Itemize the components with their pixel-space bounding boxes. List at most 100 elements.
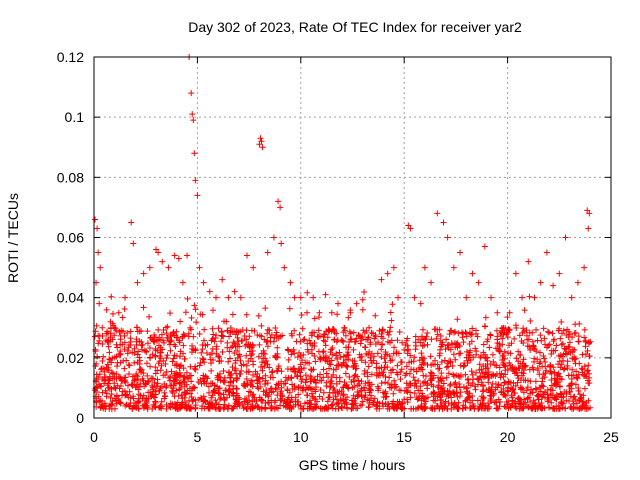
data-point	[122, 294, 129, 301]
y-tick-label: 0	[76, 410, 84, 426]
data-point	[157, 367, 164, 374]
data-point	[511, 335, 518, 342]
data-point	[258, 138, 265, 145]
data-point	[268, 369, 275, 376]
data-point	[201, 378, 208, 385]
data-point	[494, 405, 501, 412]
data-point	[108, 386, 115, 393]
data-point	[397, 369, 404, 376]
data-point	[382, 379, 389, 386]
data-point	[525, 258, 532, 265]
data-point	[171, 252, 178, 259]
data-point	[132, 404, 139, 411]
data-point	[192, 177, 199, 184]
data-point	[502, 371, 509, 378]
data-point	[549, 330, 556, 337]
data-point	[557, 335, 564, 342]
data-point	[302, 386, 309, 393]
data-point	[401, 346, 408, 353]
data-point	[542, 341, 549, 348]
data-point	[193, 319, 200, 326]
data-point	[542, 394, 549, 401]
data-point	[138, 369, 145, 376]
data-point	[454, 316, 461, 323]
data-point	[177, 384, 184, 391]
data-point	[109, 310, 116, 317]
data-point	[218, 394, 225, 401]
data-point	[480, 394, 487, 401]
data-point	[531, 400, 538, 407]
data-point	[243, 362, 250, 369]
data-point	[245, 368, 252, 375]
data-point	[453, 383, 460, 390]
data-point	[131, 377, 138, 384]
data-point	[341, 379, 348, 386]
data-point	[487, 392, 494, 399]
data-point	[467, 382, 474, 389]
data-point	[514, 379, 521, 386]
data-point	[104, 361, 111, 368]
data-point	[226, 386, 233, 393]
data-point	[267, 404, 274, 411]
data-point	[287, 399, 294, 406]
data-point	[218, 329, 225, 336]
data-point	[553, 378, 560, 385]
data-point	[184, 252, 191, 259]
data-point	[141, 347, 148, 354]
data-point	[491, 361, 498, 368]
data-point	[288, 351, 295, 358]
data-point	[191, 365, 198, 372]
data-point	[452, 328, 459, 335]
data-point	[323, 379, 330, 386]
data-point	[201, 359, 208, 366]
data-point	[526, 343, 533, 350]
data-point	[243, 311, 250, 318]
data-point	[532, 385, 539, 392]
data-point	[233, 385, 240, 392]
data-point	[345, 314, 352, 321]
data-point	[212, 397, 219, 404]
data-point	[497, 374, 504, 381]
data-point	[190, 396, 197, 403]
data-point	[507, 350, 514, 357]
data-point	[527, 347, 534, 354]
data-point	[113, 400, 120, 407]
data-point	[498, 329, 505, 336]
data-point	[330, 366, 337, 373]
data-point	[568, 375, 575, 382]
data-point	[545, 342, 552, 349]
data-point	[376, 365, 383, 372]
data-point	[200, 279, 207, 286]
data-point	[171, 352, 178, 359]
data-point	[555, 327, 562, 334]
data-point	[217, 374, 224, 381]
data-point	[154, 347, 161, 354]
data-point	[462, 404, 469, 411]
data-point	[572, 381, 579, 388]
data-point	[391, 377, 398, 384]
data-point	[378, 276, 385, 283]
data-point	[92, 216, 99, 223]
data-point	[451, 399, 458, 406]
data-point	[242, 342, 249, 349]
data-point	[502, 363, 509, 370]
data-point	[500, 385, 507, 392]
data-point	[163, 401, 170, 408]
data-point	[211, 382, 218, 389]
data-point	[415, 395, 422, 402]
data-point	[580, 399, 587, 406]
data-point	[137, 366, 144, 373]
data-point	[243, 376, 250, 383]
data-point	[442, 403, 449, 410]
data-point	[334, 401, 341, 408]
data-point	[137, 380, 144, 387]
data-point	[421, 264, 428, 271]
data-point	[134, 324, 141, 331]
data-point	[380, 335, 387, 342]
data-point	[436, 350, 443, 357]
data-point	[167, 382, 174, 389]
data-point	[410, 366, 417, 373]
data-point	[560, 366, 567, 373]
data-point	[454, 405, 461, 412]
data-point	[475, 279, 482, 286]
